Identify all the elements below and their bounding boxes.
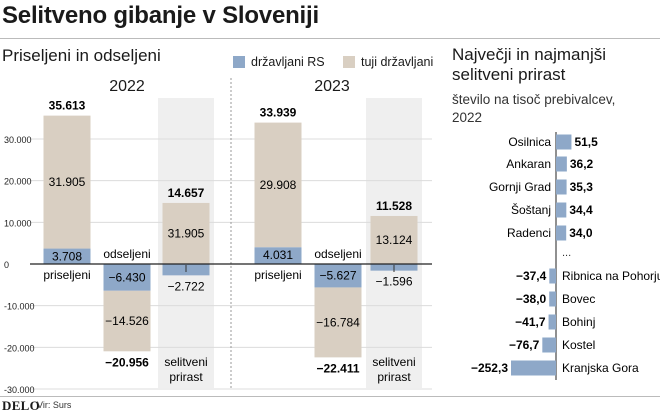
municipality-value-neg-0: −37,4: [516, 269, 547, 283]
y-tick-label: -10.000: [4, 302, 35, 312]
category-label-net-line2-2023: prirast: [377, 370, 411, 384]
municipality-bar-1: [556, 156, 567, 172]
delo-logo: DELO: [2, 398, 41, 413]
right-chart-subtitle: Največji in najmanjši selitveni prirast: [452, 45, 606, 85]
category-label-immigrants-2022: priseljeni: [43, 268, 90, 282]
y-tick-label: -20.000: [4, 343, 35, 353]
municipality-bar-0: [556, 134, 572, 150]
label-emigrants-total-2022: −20.956: [105, 355, 149, 369]
municipality-value-neg-3: −76,7: [509, 338, 540, 352]
right-subtitle-line2: selitveni prirast: [452, 65, 566, 84]
municipality-bar-neg-3: [542, 337, 556, 353]
legend-foreigners-swatch: [343, 56, 355, 68]
label-emigrants-citizens-2023: −5.627: [319, 269, 356, 283]
municipality-name-4: Radenci: [507, 226, 551, 240]
migration-stacked-bar-chart: 30.000 20.000 10.000 0 -10.000 -20.000 -30.000…: [4, 78, 432, 395]
municipality-value-4: 34,0: [569, 226, 593, 240]
bar-immigrants-citizens-2022: [43, 248, 91, 264]
label-emigrants-foreigners-2023: −16.784: [316, 315, 360, 329]
legend-citizens-swatch: [233, 56, 245, 68]
category-label-net-line1-2022: selitveni: [164, 355, 207, 369]
label-immigrants-citizens-2022: 3.708: [52, 250, 82, 264]
category-label-net-line2-2022: prirast: [169, 370, 203, 384]
municipality-net-migration-chart: Osilnica 51,5 Ankaran 36,2 Gornji Grad 35,3 Šo…: [471, 132, 660, 380]
municipality-bar-neg-0: [549, 268, 556, 284]
label-emigrants-foreigners-2022: −14.526: [105, 314, 149, 328]
municipality-bar-neg-2: [548, 314, 556, 330]
label-net-total-2022: 14.657: [168, 186, 205, 200]
label-immigrants-foreigners-2022: 31.905: [49, 175, 86, 189]
municipality-name-neg-4: Kranjska Gora: [562, 361, 639, 375]
municipality-ellipsis: ...: [562, 247, 571, 259]
right-chart-unit: število na tisoč prebivalcev, 2022: [452, 91, 615, 127]
label-net-foreigners-2023: 13.124: [376, 233, 413, 247]
year-label-2022: 2022: [109, 78, 145, 95]
label-immigrants-total-2023: 33.939: [260, 106, 297, 120]
right-unit-line2: 2022: [452, 110, 483, 125]
legend-foreigners: tuji državljani: [343, 55, 433, 69]
category-label-net-line1-2023: selitveni: [372, 355, 415, 369]
municipality-name-neg-1: Bovec: [562, 292, 595, 306]
municipality-name-neg-2: Bohinj: [562, 315, 595, 329]
bar-net-foreigners-2022: [162, 202, 210, 264]
y-tick-label: 0: [4, 260, 9, 270]
municipality-value-neg-4: −252,3: [471, 361, 508, 375]
label-net-citizens-2022: −2.722: [167, 279, 204, 293]
municipality-name-2: Gornji Grad: [489, 180, 551, 194]
title-divider: [0, 38, 660, 39]
label-emigrants-total-2023: −22.411: [316, 361, 359, 375]
label-immigrants-total-2022: 35.613: [49, 99, 86, 113]
municipality-bar-neg-4: [511, 360, 556, 376]
bar-net-foreigners-2023: [370, 215, 418, 264]
y-tick-label: -30.000: [4, 385, 35, 395]
municipality-value-1: 36,2: [570, 157, 594, 171]
y-tick-label: 30.000: [4, 135, 32, 145]
label-emigrants-citizens-2022: −6.430: [108, 270, 145, 284]
municipality-value-neg-1: −38,0: [516, 292, 547, 306]
main-title: Selitveno gibanje v Sloveniji: [2, 2, 319, 29]
legend-foreigners-label: tuji državljani: [361, 55, 434, 69]
municipality-value-2: 35,3: [570, 180, 594, 194]
left-chart-subtitle: Priseljeni in odseljeni: [2, 46, 161, 65]
legend-citizens: državljani RS: [233, 55, 325, 69]
legend-citizens-label: državljani RS: [251, 55, 325, 69]
y-tick-label: 20.000: [4, 177, 32, 187]
municipality-name-0: Osilnica: [508, 135, 551, 149]
bar-immigrants-foreigners-2022: [43, 115, 91, 249]
municipality-value-3: 34,4: [569, 203, 593, 217]
bar-emigrants-foreigners-2023: [314, 287, 362, 358]
municipality-bar-4: [556, 225, 567, 241]
municipality-name-neg-0: Ribnica na Pohorju: [562, 269, 660, 283]
bar-immigrants-citizens-2023: [254, 247, 302, 264]
label-immigrants-citizens-2023: 4.031: [263, 248, 293, 262]
right-unit-line1: število na tisoč prebivalcev,: [452, 92, 616, 107]
municipality-bar-neg-1: [549, 291, 556, 307]
label-net-citizens-2023: −1.596: [375, 275, 412, 289]
municipality-bar-2: [556, 179, 567, 195]
label-net-total-2023: 11.528: [376, 199, 412, 213]
municipality-value-neg-2: −41,7: [515, 315, 546, 329]
category-label-emigrants-2022: odseljeni: [103, 247, 150, 261]
footer-divider: [0, 396, 660, 397]
category-label-emigrants-2023: odseljeni: [314, 247, 361, 261]
bar-emigrants-foreigners-2022: [103, 290, 151, 352]
municipality-name-neg-3: Kostel: [562, 338, 595, 352]
category-label-immigrants-2023: priseljeni: [254, 268, 301, 282]
municipality-name-3: Šoštanj: [511, 202, 551, 217]
right-subtitle-line1: Največji in najmanjši: [452, 45, 607, 64]
year-label-2023: 2023: [314, 78, 350, 95]
source-note: Vir: Surs: [37, 400, 72, 410]
bar-immigrants-foreigners-2023: [254, 122, 302, 248]
y-tick-label: 10.000: [4, 218, 32, 228]
bar-emigrants-citizens-2023: [314, 264, 362, 288]
municipality-name-1: Ankaran: [506, 157, 551, 171]
bar-emigrants-citizens-2022: [103, 264, 151, 291]
municipality-value-0: 51,5: [574, 135, 598, 149]
municipality-bar-3: [556, 202, 567, 218]
label-net-foreigners-2022: 31.905: [168, 226, 205, 240]
label-immigrants-foreigners-2023: 29.908: [260, 178, 297, 192]
